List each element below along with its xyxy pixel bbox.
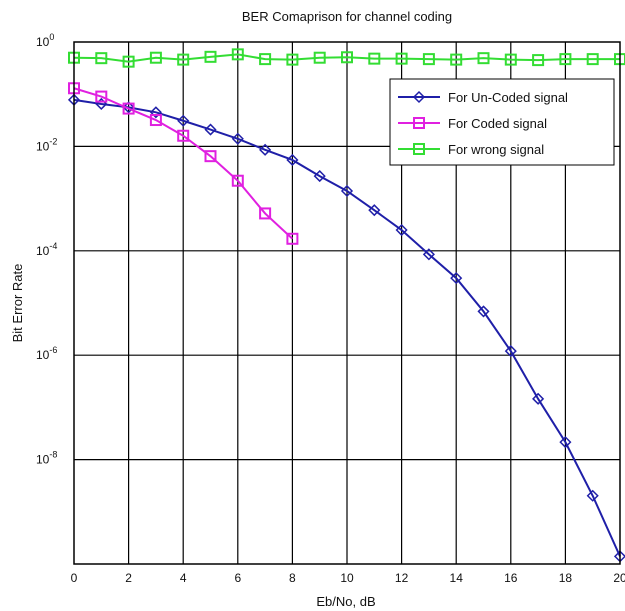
data-point xyxy=(149,51,162,64)
y-tick-labels: 100 10-2 10-4 10-6 10-8 xyxy=(36,32,57,467)
data-point xyxy=(422,53,435,66)
data-point xyxy=(95,52,108,65)
x-tick-label: 12 xyxy=(395,571,409,585)
data-point xyxy=(313,51,326,64)
data-point xyxy=(286,232,299,245)
legend-marker xyxy=(413,143,425,155)
series-group xyxy=(67,48,625,563)
legend-label: For Un-Coded signal xyxy=(448,90,568,105)
x-tick-label: 16 xyxy=(504,571,518,585)
data-point xyxy=(177,114,190,127)
data-point xyxy=(532,392,545,405)
x-tick-labels: 0 2 4 6 8 10 12 14 16 18 20 xyxy=(71,571,625,585)
series-line xyxy=(73,87,294,240)
data-point xyxy=(122,55,135,68)
data-point xyxy=(122,102,135,115)
data-point xyxy=(504,53,517,66)
x-tick-label: 8 xyxy=(289,571,296,585)
data-point xyxy=(122,101,135,114)
legend-label: For Coded signal xyxy=(448,116,547,131)
data-point xyxy=(204,50,217,63)
x-tick-label: 4 xyxy=(180,571,187,585)
legend-label: For wrong signal xyxy=(448,142,544,157)
data-point xyxy=(450,53,463,66)
data-point xyxy=(204,123,217,136)
x-tick-label: 10 xyxy=(340,571,354,585)
legend-item: For Un-Coded signal xyxy=(398,90,568,105)
data-point xyxy=(368,52,381,65)
data-point xyxy=(313,170,326,183)
x-tick-label: 14 xyxy=(450,571,464,585)
y-axis-label: Bit Error Rate xyxy=(10,264,25,343)
data-point xyxy=(559,436,572,449)
data-point xyxy=(368,204,381,217)
data-point xyxy=(586,489,599,502)
data-point xyxy=(450,272,463,285)
legend-item: For Coded signal xyxy=(398,116,547,131)
data-point xyxy=(177,129,190,142)
data-point xyxy=(504,345,517,358)
y-tick-label: 100 xyxy=(36,32,54,49)
data-point xyxy=(422,248,435,261)
legend: For Un-Coded signal For Coded signal For w… xyxy=(389,78,615,166)
data-point xyxy=(341,51,353,64)
y-tick-label: 10-6 xyxy=(36,345,57,362)
data-point xyxy=(95,90,108,103)
series-3 xyxy=(68,48,625,68)
y-tick-label: 10-8 xyxy=(36,450,57,467)
data-point xyxy=(259,207,272,220)
chart-title: BER Comaprison for channel coding xyxy=(242,9,452,24)
data-point xyxy=(586,53,599,66)
data-point xyxy=(395,223,408,237)
y-tick-label: 10-2 xyxy=(36,136,57,153)
legend-item: For wrong signal xyxy=(398,142,544,157)
x-tick-label: 6 xyxy=(234,571,241,585)
data-point xyxy=(395,52,408,65)
data-point xyxy=(259,143,272,156)
data-point xyxy=(231,48,244,61)
data-point xyxy=(204,150,217,163)
x-tick-label: 20 xyxy=(613,571,625,585)
y-tick-label: 10-4 xyxy=(36,241,57,258)
x-tick-label: 0 xyxy=(71,571,78,585)
series-2 xyxy=(68,82,299,245)
data-point xyxy=(149,114,162,127)
x-tick-label: 18 xyxy=(559,571,573,585)
data-point xyxy=(559,53,572,66)
x-tick-label: 2 xyxy=(125,571,132,585)
series-1 xyxy=(67,93,625,563)
data-point xyxy=(177,53,190,66)
x-axis-label: Eb/No, dB xyxy=(316,594,375,609)
data-point xyxy=(259,53,272,66)
legend-marker xyxy=(413,117,425,129)
data-point xyxy=(477,52,490,65)
data-point xyxy=(286,53,299,66)
data-point xyxy=(340,184,354,198)
series-line xyxy=(73,98,621,557)
data-point xyxy=(231,132,244,145)
data-point xyxy=(286,153,299,167)
legend-marker xyxy=(412,90,426,104)
data-point xyxy=(532,54,545,67)
data-point xyxy=(231,174,244,187)
data-point xyxy=(149,106,162,119)
data-point xyxy=(477,305,490,318)
plot-frame xyxy=(73,41,621,565)
series-line xyxy=(73,53,620,63)
